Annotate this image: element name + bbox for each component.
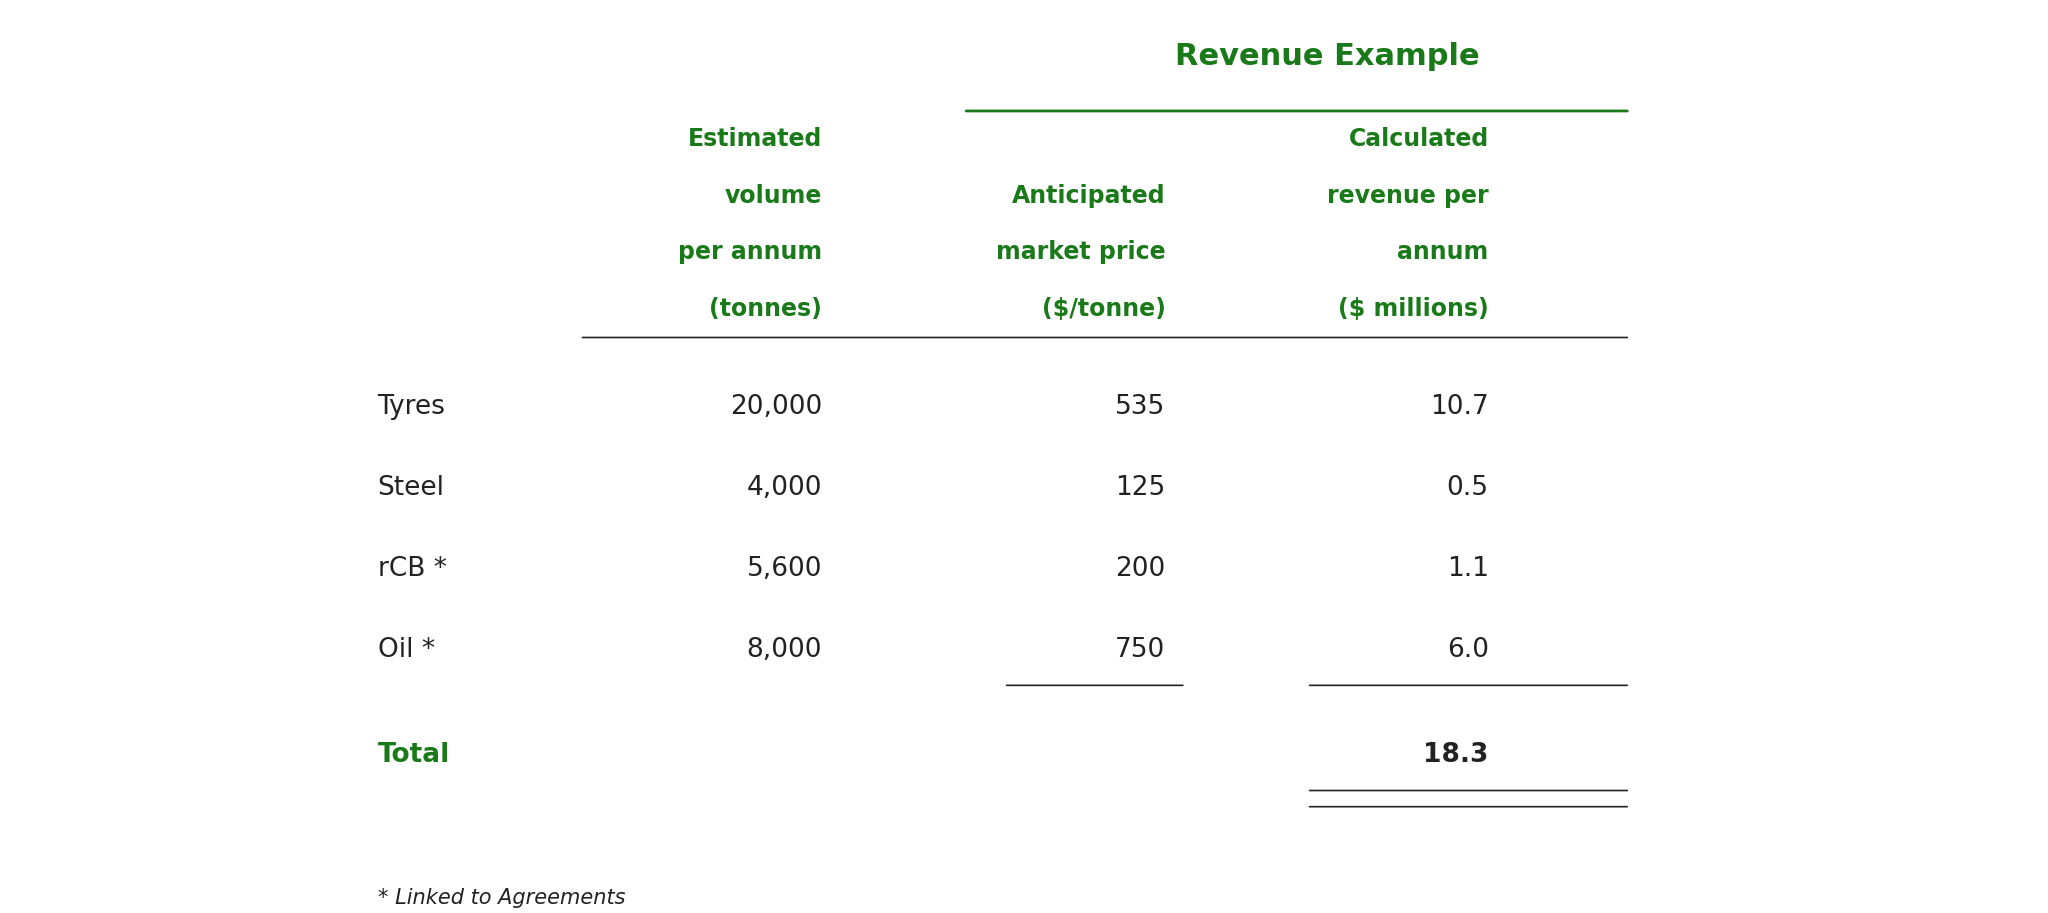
Text: per annum: per annum — [678, 240, 821, 265]
Text: annum: annum — [1397, 240, 1489, 265]
Text: Calculated: Calculated — [1348, 127, 1489, 152]
Text: 8,000: 8,000 — [745, 636, 821, 663]
Text: Anticipated: Anticipated — [1012, 184, 1165, 208]
Text: revenue per: revenue per — [1327, 184, 1489, 208]
Text: * Linked to Agreements: * Linked to Agreements — [377, 887, 625, 908]
Text: 4,000: 4,000 — [745, 475, 821, 501]
Text: 0.5: 0.5 — [1446, 475, 1489, 501]
Text: ($ millions): ($ millions) — [1337, 297, 1489, 321]
Text: 1.1: 1.1 — [1446, 556, 1489, 582]
Text: 20,000: 20,000 — [729, 394, 821, 420]
Text: (tonnes): (tonnes) — [709, 297, 821, 321]
Text: Total: Total — [377, 742, 451, 768]
Text: 200: 200 — [1116, 556, 1165, 582]
Text: 6.0: 6.0 — [1446, 636, 1489, 663]
Text: rCB *: rCB * — [377, 556, 446, 582]
Text: volume: volume — [725, 184, 821, 208]
Text: ($/tonne): ($/tonne) — [1042, 297, 1165, 321]
Text: 10.7: 10.7 — [1430, 394, 1489, 420]
Text: Oil *: Oil * — [377, 636, 434, 663]
Text: market price: market price — [995, 240, 1165, 265]
Text: Revenue Example: Revenue Example — [1176, 41, 1479, 70]
Text: 125: 125 — [1116, 475, 1165, 501]
Text: 750: 750 — [1116, 636, 1165, 663]
Text: 535: 535 — [1116, 394, 1165, 420]
Text: Steel: Steel — [377, 475, 444, 501]
Text: Tyres: Tyres — [377, 394, 444, 420]
Text: 18.3: 18.3 — [1423, 742, 1489, 768]
Text: 5,600: 5,600 — [745, 556, 821, 582]
Text: Estimated: Estimated — [688, 127, 821, 152]
